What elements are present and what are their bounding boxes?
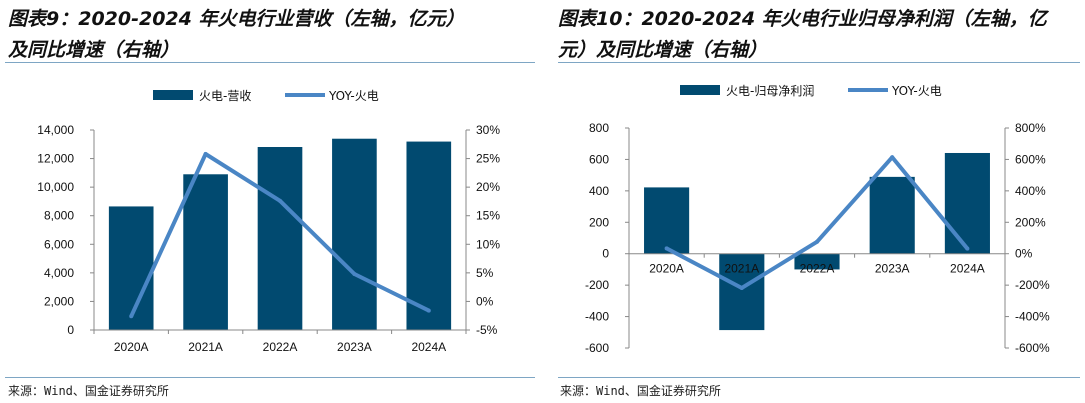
left-tick-label: 0 [602,247,609,261]
right-tick-label: 400% [1015,184,1046,198]
category-label: 2023A [337,340,372,354]
legend-line-label: YOY-火电 [328,89,379,103]
right-tick-label: -5% [476,323,498,337]
legend-bar-label: 火电-归母净利润 [726,84,814,98]
right-tick-label: 800% [1015,121,1046,135]
category-label: 2021A [724,262,759,276]
legend-bar-label: 火电-营收 [199,89,251,103]
left-tick-label: 600 [589,152,609,166]
left-tick-label: -600 [585,341,609,355]
left-tick-label: -400 [585,310,609,324]
legend-bar-swatch [680,85,720,95]
left-tick-label: 400 [589,184,609,198]
left-tick-label: 800 [589,121,609,135]
yoy-point-2024A [426,308,431,313]
bar-2020A [108,206,154,330]
bar-2022A [794,253,840,270]
bar-2021A [719,253,765,331]
right-tick-label: -600% [1015,341,1050,355]
footer-divider-left [5,377,535,378]
left-tick-label: 200 [589,215,609,229]
left-tick-label: 0 [67,323,74,337]
yoy-point-2024A [965,246,970,251]
right-tick-label: 15% [476,209,500,223]
left-tick-label: -200 [585,278,609,292]
yoy-point-2021A [739,285,744,290]
bar-2021A [183,174,228,330]
right-tick-label: -400% [1015,310,1050,324]
left-tick-label: 10,000 [37,180,74,194]
chart2-title-line2: 元）及同比增速（右轴） [558,39,768,61]
chart1-title: 图表9：2020-2024 年火电行业营收（左轴，亿元） 及同比增速（右轴） [8,4,464,66]
bar-2023A [332,138,377,330]
right-tick-label: 20% [476,180,500,194]
category-label: 2020A [114,340,149,354]
right-tick-label: 10% [476,237,500,251]
right-tick-label: 200% [1015,215,1046,229]
left-tick-label: 4,000 [44,266,74,280]
left-tick-label: 8,000 [44,209,74,223]
chart2: -600 -400 -200 0 200 400 600 800 -600% -400% -200%… [585,84,1050,355]
legend-line-label: YOY-火电 [891,84,942,98]
source-note-right: 来源：Wind、国金证券研究所 [560,384,721,398]
category-label: 2021A [188,340,223,354]
source-note-left: 来源：Wind、国金证券研究所 [8,384,169,398]
bar-2022A [257,147,303,330]
bar-2024A [944,152,990,254]
chart2-title-line1: 图表10：2020-2024 年火电行业归母净利润（左轴，亿 [558,8,1047,30]
category-label: 2024A [411,340,446,354]
yoy-point-2020A [129,314,134,319]
right-tick-label: 25% [476,152,500,166]
right-tick-label: 30% [476,123,500,137]
left-tick-label: 12,000 [37,152,74,166]
right-tick-label: -200% [1015,278,1050,292]
category-label: 2023A [875,262,910,276]
right-tick-label: 0% [476,294,494,308]
left-tick-label: 6,000 [44,237,74,251]
yoy-point-2023A [890,155,895,160]
footer-divider-right [558,377,1080,378]
right-tick-label: 5% [476,266,494,280]
category-label: 2024A [950,262,985,276]
chart1: 0 2,000 4,000 6,000 8,000 10,000 12,000 14,000 -… [37,89,500,354]
right-tick-label: 0% [1015,247,1033,261]
yoy-point-2023A [352,272,357,276]
yoy-point-2020A [664,246,669,251]
category-label: 2020A [649,262,684,276]
category-label: 2022A [263,340,298,354]
bar-2024A [406,141,452,330]
chart1-title-line1: 图表9：2020-2024 年火电行业营收（左轴，亿元） [8,8,465,30]
chart2-title: 图表10：2020-2024 年火电行业归母净利润（左轴，亿 元）及同比增速（右… [558,4,1047,66]
bar-2023A [869,176,915,254]
yoy-point-2022A [278,198,282,203]
left-tick-label: 14,000 [37,123,74,137]
left-tick-label: 2,000 [44,294,74,308]
title-divider-left [5,62,535,63]
right-tick-label: 600% [1015,152,1046,166]
yoy-point-2021A [203,152,208,156]
title-divider-right [558,62,1080,63]
bar-2020A [644,187,690,254]
yoy-point-2022A [815,239,819,244]
legend-bar-swatch [153,90,193,100]
category-label: 2022A [800,262,835,276]
chart1-title-line2: 及同比增速（右轴） [8,39,180,61]
